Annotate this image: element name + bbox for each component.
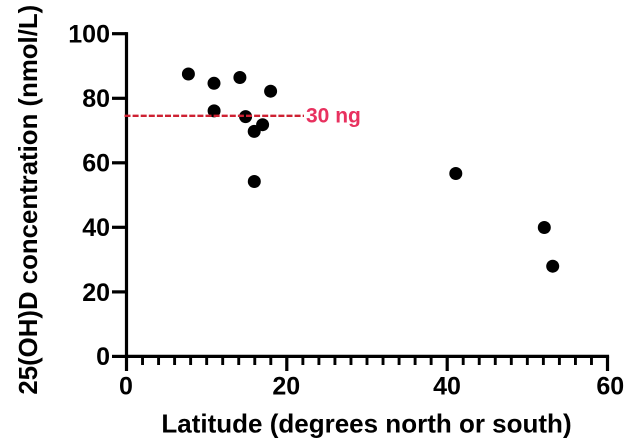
svg-text:100: 100 [68, 21, 110, 49]
svg-text:0: 0 [96, 343, 110, 371]
svg-text:20: 20 [82, 279, 110, 307]
svg-text:60: 60 [596, 373, 624, 401]
svg-text:25(OH)D concentration (nmol/L): 25(OH)D concentration (nmol/L) [15, 5, 43, 395]
svg-text:0: 0 [119, 373, 133, 401]
svg-text:20: 20 [272, 373, 300, 401]
svg-text:40: 40 [82, 214, 110, 242]
svg-text:60: 60 [82, 150, 110, 178]
svg-text:Latitude (degrees north or sou: Latitude (degrees north or south) [161, 408, 571, 438]
svg-text:30 ng: 30 ng [306, 105, 361, 128]
svg-text:40: 40 [433, 373, 461, 401]
svg-text:80: 80 [82, 85, 110, 113]
